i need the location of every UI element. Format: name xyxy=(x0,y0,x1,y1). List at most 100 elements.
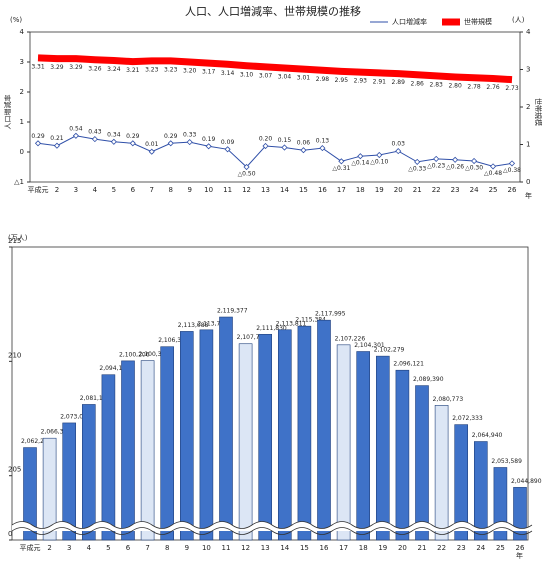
x-tick-label: 22 xyxy=(437,544,446,552)
x-tick-label: 19 xyxy=(375,186,384,194)
data-label: 0.33 xyxy=(183,132,197,139)
x-unit: 年 xyxy=(525,191,532,200)
x-tick-label: 3 xyxy=(74,186,78,194)
y2-tick-label: 4 xyxy=(526,28,531,36)
data-label: 0.09 xyxy=(221,139,235,146)
point xyxy=(110,138,117,145)
data-label: 2,080,773 xyxy=(433,396,464,403)
x-tick-label: 4 xyxy=(87,544,92,552)
bar xyxy=(42,437,57,541)
data-label: 3.31 xyxy=(31,63,45,70)
x-tick-label: 4 xyxy=(93,186,98,194)
point xyxy=(452,156,459,163)
bar xyxy=(434,405,449,541)
x-tick-label: 23 xyxy=(457,544,466,552)
data-label: 2,107,226 xyxy=(335,335,366,342)
data-label: 0.01 xyxy=(145,141,159,148)
x-tick-label: 25 xyxy=(489,186,498,194)
point xyxy=(148,148,155,155)
x-tick-label: 13 xyxy=(261,186,270,194)
x-tick-label: 16 xyxy=(320,544,329,552)
bar xyxy=(375,355,390,541)
data-label: △0.30 xyxy=(465,165,483,172)
data-label: △0.10 xyxy=(370,159,388,166)
household-line xyxy=(37,54,513,84)
data-label: △0.38 xyxy=(503,167,521,174)
data-label: △0.33 xyxy=(408,165,426,172)
data-label: 2.86 xyxy=(411,80,425,87)
data-label: 0.21 xyxy=(50,135,64,142)
data-label: 0.29 xyxy=(164,133,178,140)
bar xyxy=(297,325,312,541)
point xyxy=(433,155,440,162)
bar xyxy=(415,385,429,541)
x-tick-label: 11 xyxy=(222,544,231,552)
x-tick-label: 13 xyxy=(261,544,270,552)
y2-tick-label: 1 xyxy=(526,141,530,149)
y2-axis-label: 世帯規模 xyxy=(534,98,543,126)
x-unit: 年 xyxy=(516,551,523,560)
x-tick-label: 12 xyxy=(241,544,250,552)
y-tick-label: 1 xyxy=(20,118,24,126)
x-tick-label: 12 xyxy=(242,186,251,194)
data-label: 2,104,301 xyxy=(354,342,385,349)
data-label: △0.26 xyxy=(446,163,464,170)
data-label: 2,117,995 xyxy=(315,311,346,318)
data-label: 2,062,297 xyxy=(21,438,52,445)
point xyxy=(489,163,497,170)
data-label: △0.48 xyxy=(484,170,502,177)
x-tick-label: 5 xyxy=(112,186,116,194)
data-label: 2,100,206 xyxy=(119,351,150,358)
data-label: 0.06 xyxy=(297,140,311,147)
x-tick-label: 2 xyxy=(47,544,51,552)
point xyxy=(414,158,421,165)
data-label: 2.91 xyxy=(373,78,387,85)
x-tick-label: 6 xyxy=(131,186,136,194)
point xyxy=(471,157,478,165)
x-tick-label: 22 xyxy=(432,186,441,194)
x-tick-label: 8 xyxy=(165,544,169,552)
data-label: 3.07 xyxy=(259,72,273,79)
data-label: 2.76 xyxy=(486,84,500,91)
data-label: 2.95 xyxy=(335,77,349,84)
data-label: 2,089,390 xyxy=(413,376,444,383)
data-label: 3.23 xyxy=(164,66,178,73)
x-tick-label: 7 xyxy=(145,544,149,552)
data-label: 2,096,121 xyxy=(393,361,424,368)
data-label: 3.29 xyxy=(69,64,83,71)
y-tick-label: 210 xyxy=(8,351,21,359)
data-label: 3.17 xyxy=(202,69,216,76)
bar xyxy=(140,360,155,541)
data-label: 2,119,377 xyxy=(217,308,248,315)
point xyxy=(53,142,61,149)
data-label: 2,115,384 xyxy=(295,317,326,324)
data-label: 0.34 xyxy=(107,131,121,138)
data-label: 0.29 xyxy=(31,133,45,140)
bar xyxy=(199,329,214,541)
y-unit: (万人) xyxy=(8,234,28,242)
data-label: 0.29 xyxy=(126,133,140,140)
data-label: △0.31 xyxy=(332,165,350,172)
bar xyxy=(180,331,194,541)
x-tick-label: 25 xyxy=(496,544,505,552)
point xyxy=(243,163,250,171)
y-tick-label: △1 xyxy=(14,178,24,186)
x-tick-label: 15 xyxy=(299,186,308,194)
y2-unit: (人) xyxy=(512,16,525,24)
data-label: 3.21 xyxy=(126,67,140,74)
bar xyxy=(160,346,174,541)
bar xyxy=(219,316,233,541)
axis-break-line xyxy=(11,527,533,535)
bar xyxy=(82,404,96,541)
data-label: 2,073,069 xyxy=(60,413,91,420)
point xyxy=(281,144,288,151)
x-tick-label: 2 xyxy=(55,186,59,194)
x-tick-label: 11 xyxy=(223,186,232,194)
bar xyxy=(317,319,331,541)
bar xyxy=(356,351,371,541)
data-label: 3.04 xyxy=(278,74,292,81)
x-tick-label: 9 xyxy=(187,186,191,194)
data-label: 0.03 xyxy=(392,141,406,148)
data-label: 2,102,279 xyxy=(374,347,405,354)
data-label: 0.13 xyxy=(316,138,330,145)
